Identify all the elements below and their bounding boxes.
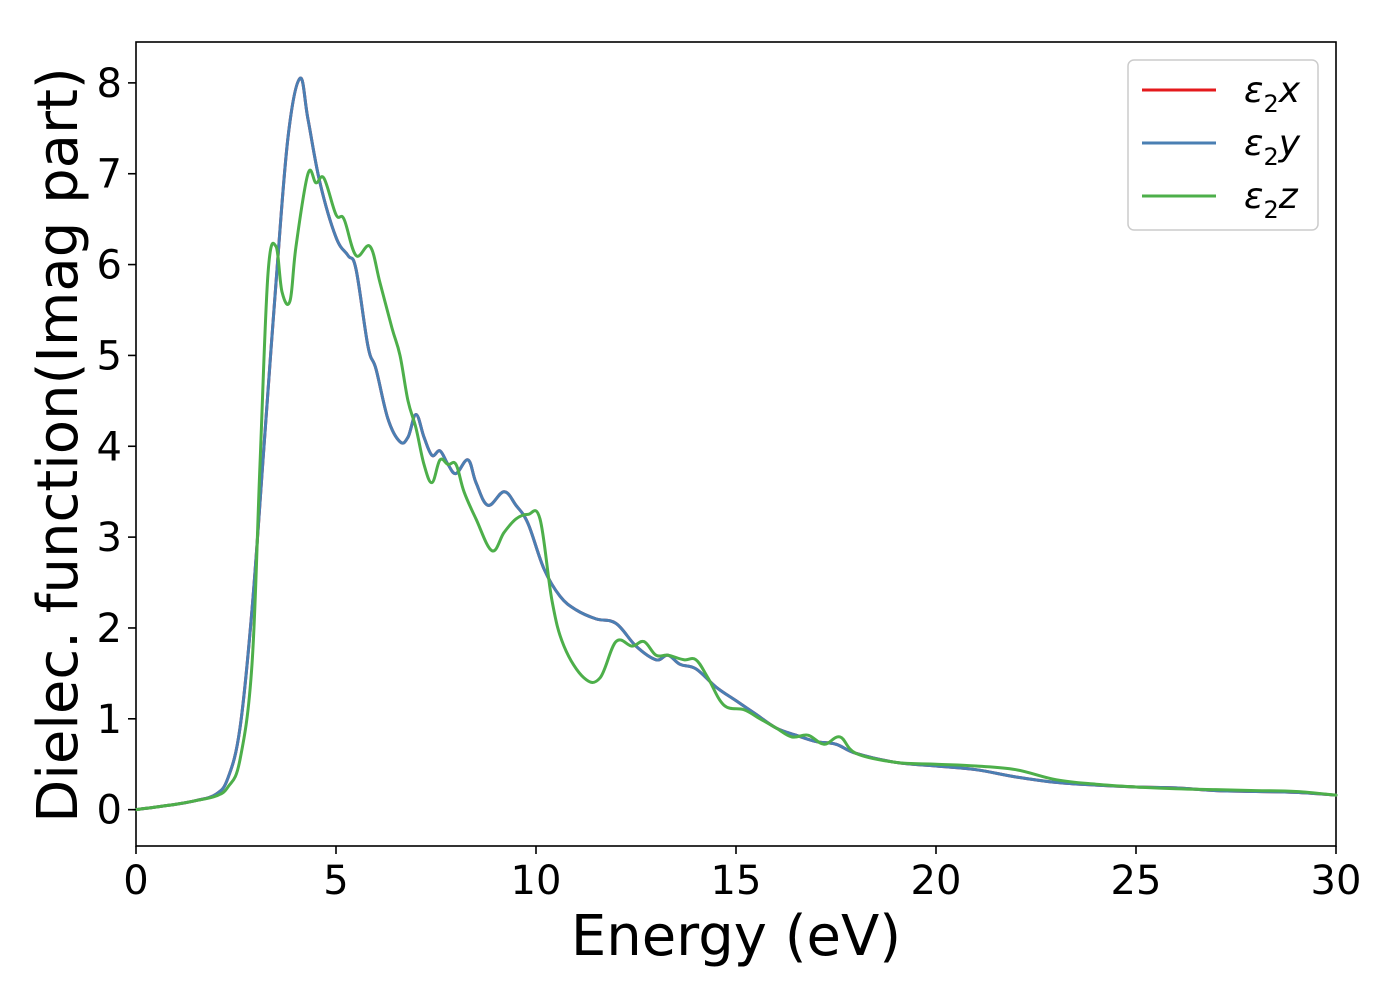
y-tick-label: 2 — [97, 606, 122, 652]
y-tick-label: 1 — [97, 697, 122, 743]
legend-label-y: ε2y — [1244, 123, 1301, 171]
y-axis-title: Dielec. function(Imag part) — [26, 67, 91, 823]
x-axis-ticks: 0 5 10 15 20 25 30 — [123, 846, 1361, 904]
x-tick-label: 0 — [123, 858, 148, 904]
y-tick-label: 5 — [97, 333, 122, 379]
legend-label-x: ε2x — [1244, 70, 1301, 118]
legend: ε2x ε2y ε2z — [1127, 59, 1319, 231]
y-tick-label: 4 — [97, 424, 122, 470]
x-axis-title: Energy (eV) — [571, 904, 901, 969]
series-line-z — [134, 168, 1338, 812]
x-tick-label: 30 — [1311, 858, 1362, 904]
x-tick-label: 15 — [711, 858, 762, 904]
y-tick-label: 8 — [97, 61, 122, 107]
y-tick-label: 7 — [97, 152, 122, 198]
legend-box — [1127, 59, 1319, 231]
x-tick-label: 25 — [1111, 858, 1162, 904]
series-lines — [134, 76, 1338, 812]
legend-label-z: ε2z — [1244, 176, 1299, 224]
y-tick-label: 6 — [97, 243, 122, 289]
x-tick-label: 10 — [511, 858, 562, 904]
y-tick-label: 3 — [97, 515, 122, 561]
x-tick-label: 5 — [323, 858, 348, 904]
y-tick-label: 0 — [97, 788, 122, 834]
y-axis-ticks: 0 1 2 3 4 5 6 7 8 — [97, 61, 136, 834]
x-tick-label: 20 — [911, 858, 962, 904]
legend-items: ε2x ε2y ε2z — [1142, 70, 1301, 224]
